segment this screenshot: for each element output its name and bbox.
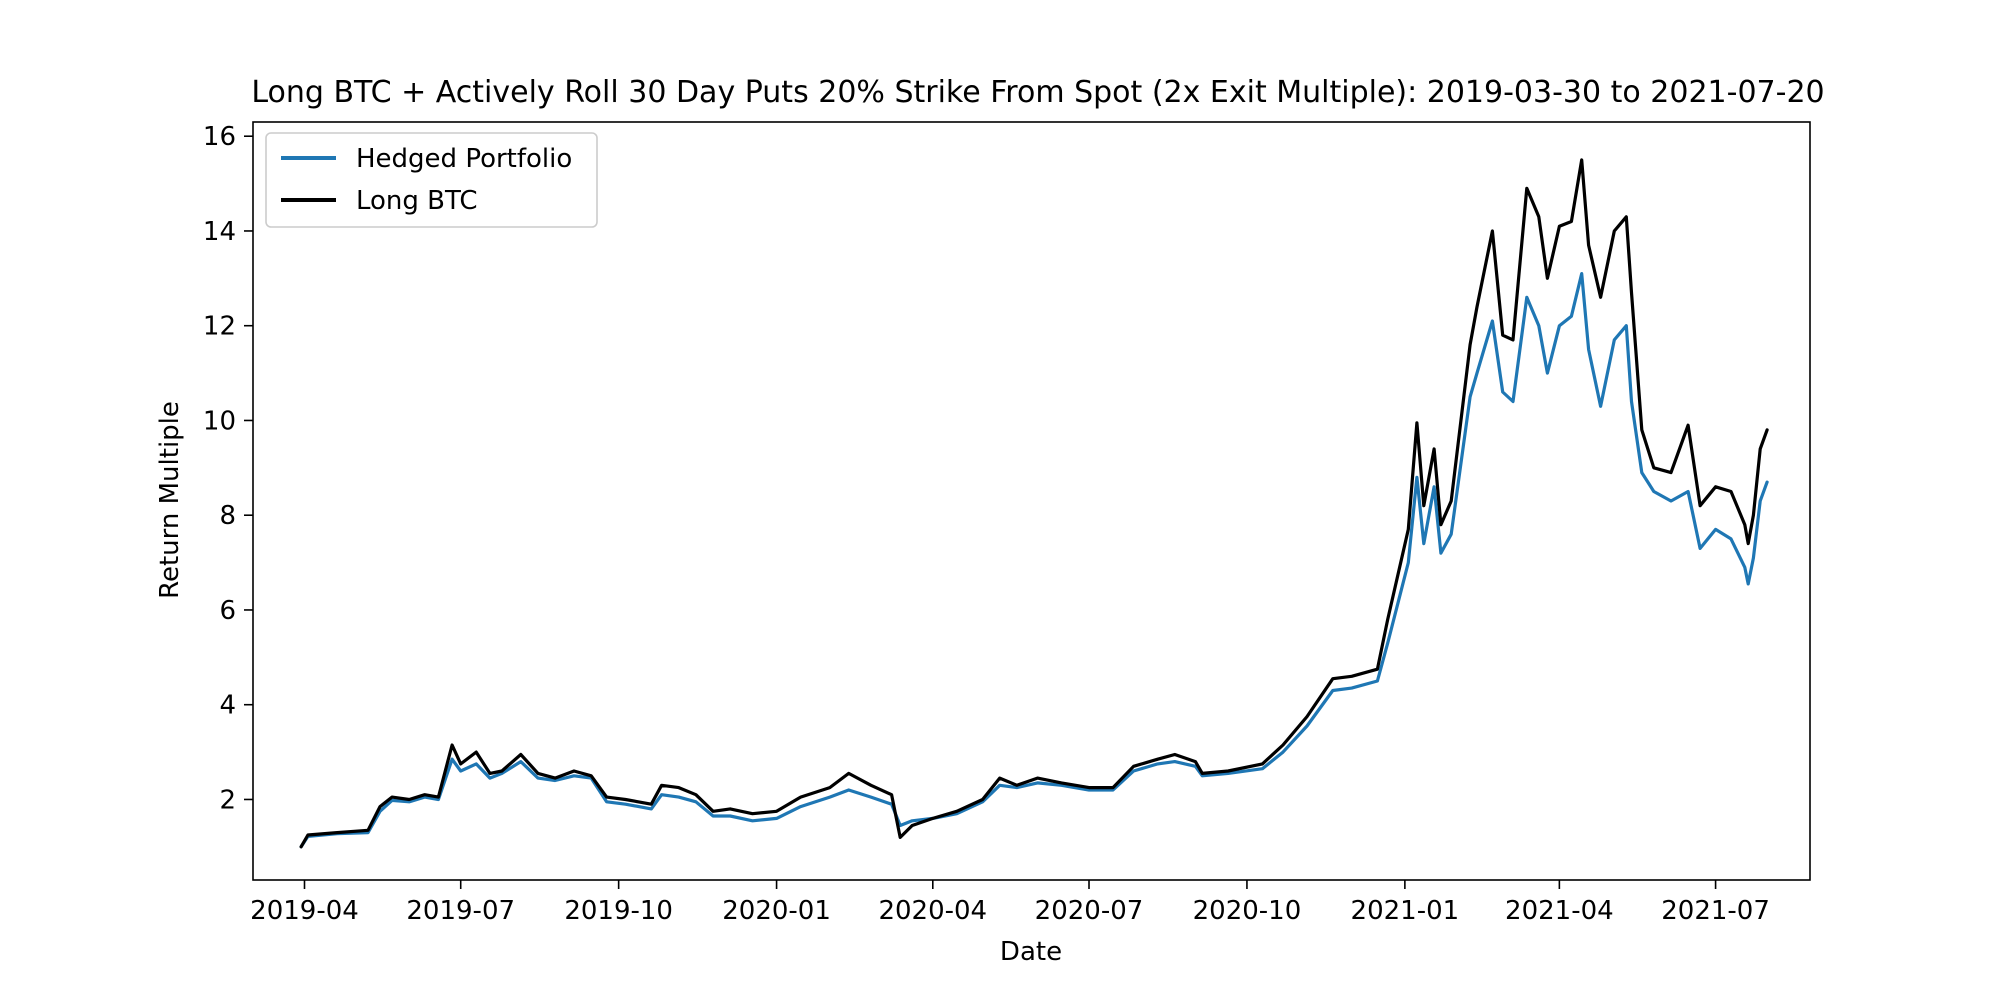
series-line-long-btc [299,158,1769,849]
series-layer [299,158,1769,849]
x-tick-label: 2020-07 [1035,896,1144,926]
x-tick-label: 2020-10 [1193,896,1302,926]
y-axis-label: Return Multiple [155,401,185,599]
x-axis: 2019-04 2019-07 2019-10 2020-01 2020-04 2020-… [250,880,1770,926]
legend-label-hedged-portfolio: Hedged Portfolio [356,144,572,174]
plot-frame [252,121,1811,881]
x-tick-label: 2021-01 [1351,896,1460,926]
x-tick-label: 2019-07 [406,896,515,926]
y-tick-label: 16 [203,122,236,152]
y-tick-label: 14 [203,217,236,247]
x-tick-label: 2021-07 [1661,896,1770,926]
x-tick-label: 2019-04 [250,896,359,926]
legend-label-long-btc: Long BTC [356,186,478,216]
x-tick-label: 2021-04 [1505,896,1614,926]
x-axis-label: Date [1000,937,1062,967]
chart-title: Long BTC + Actively Roll 30 Day Puts 20%… [251,75,1824,110]
y-tick-label: 12 [203,312,236,342]
y-tick-label: 2 [219,785,236,815]
y-tick-label: 10 [203,406,236,436]
series-line-hedged [299,272,1769,849]
x-tick-label: 2020-01 [722,896,831,926]
y-tick-label: 8 [219,501,236,531]
x-tick-label: 2020-04 [878,896,987,926]
legend: Hedged Portfolio Long BTC [265,132,598,228]
legend-box [265,132,598,228]
y-axis: 2 4 6 8 10 12 14 16 [203,122,253,815]
y-tick-label: 4 [219,691,236,721]
y-tick-label: 6 [219,596,236,626]
x-tick-label: 2019-10 [564,896,673,926]
